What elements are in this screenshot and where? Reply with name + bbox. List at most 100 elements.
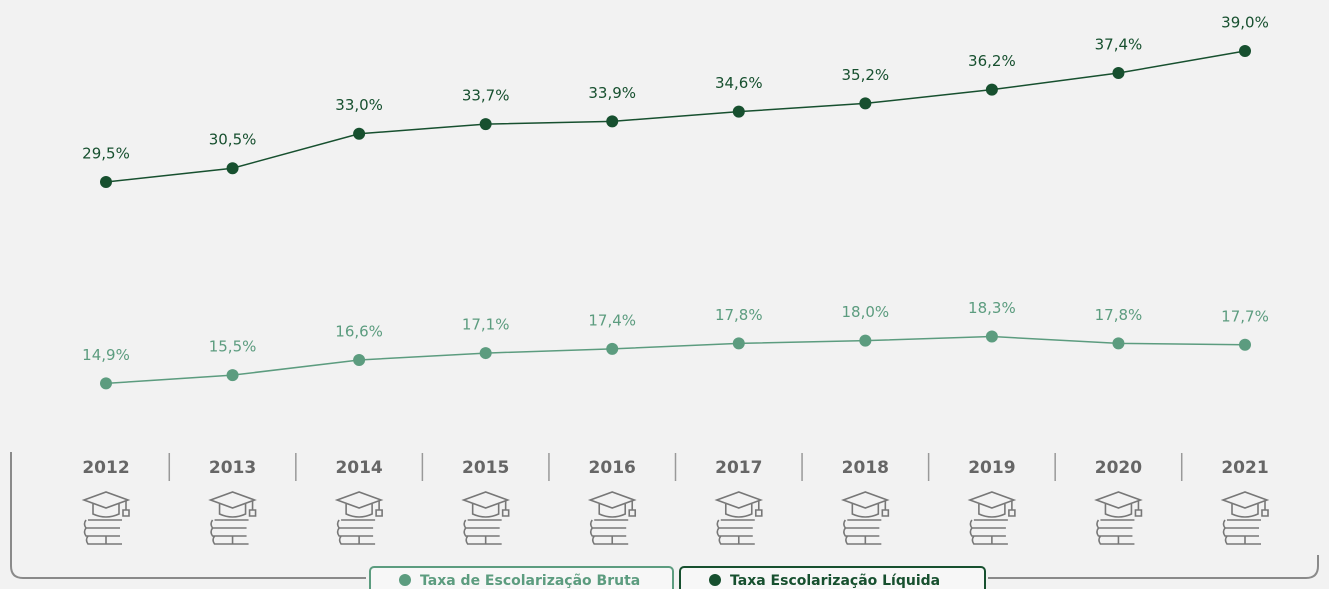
data-point (353, 353, 366, 366)
graduation-icon (1094, 491, 1143, 545)
series-line (105, 50, 1246, 183)
data-label: 33,0% (335, 96, 383, 114)
data-label: 30,5% (209, 131, 257, 149)
frame (10, 452, 1319, 579)
data-label: 18,0% (842, 303, 890, 321)
data-point (226, 369, 239, 382)
graduation-icon (208, 491, 257, 545)
graduation-icon (334, 491, 384, 545)
icon-books (843, 519, 882, 545)
data-point (606, 342, 619, 355)
x-tick-label: 2013 (209, 458, 256, 478)
icon-tassel (881, 501, 890, 517)
icon-books (969, 519, 1008, 545)
data-label: 15,5% (209, 338, 257, 356)
data-label: 17,4% (588, 311, 636, 329)
data-point (985, 83, 998, 96)
data-point (732, 337, 745, 350)
icon-cap-base (851, 504, 880, 518)
data-point (100, 176, 112, 189)
icon-cap-base (345, 504, 373, 518)
data-label: 18,3% (968, 299, 1016, 317)
series-line (105, 335, 1246, 385)
icon-books (716, 519, 755, 545)
icon-cap (461, 491, 511, 509)
icon-tassel (375, 501, 383, 517)
icon-tassel (628, 501, 637, 517)
icon-tassel (122, 501, 130, 517)
data-label: 33,9% (588, 84, 636, 102)
icon-cap-base (978, 504, 1006, 518)
data-label: 35,2% (842, 66, 890, 84)
data-point (606, 115, 619, 128)
icon-tassel (1261, 501, 1269, 517)
data-point (859, 334, 872, 347)
icon-cap-base (724, 504, 753, 518)
icon-tassel (1134, 501, 1143, 517)
data-point (1239, 44, 1251, 57)
data-point (226, 162, 239, 175)
graduation-icon (461, 491, 511, 545)
x-tick-label: 2014 (335, 458, 382, 478)
icon-cap (587, 491, 637, 509)
graduation-icon (587, 491, 637, 545)
data-point (1239, 338, 1251, 351)
icon-books (83, 519, 122, 545)
icon-books (336, 519, 376, 545)
data-point (1112, 67, 1125, 80)
legend-label: Taxa Escolarização Líquida (730, 573, 940, 589)
x-tick-label: 2012 (82, 458, 129, 478)
icon-cap (967, 491, 1017, 509)
data-label: 34,6% (715, 74, 763, 92)
x-tick-label: 2019 (968, 458, 1015, 478)
graduation-icon (81, 491, 131, 545)
x-tick-label: 2015 (462, 458, 509, 478)
data-label: 29,5% (82, 145, 130, 163)
icon-tassel (754, 501, 763, 517)
icon-cap-base (1104, 504, 1133, 518)
icon-cap (81, 491, 131, 509)
data-label: 16,6% (335, 322, 383, 340)
icon-cap-base (1231, 504, 1259, 518)
data-point (479, 118, 492, 131)
legend-marker (709, 574, 721, 586)
x-tick-label: 2016 (589, 458, 636, 478)
icon-cap-base (598, 504, 627, 518)
data-point (859, 97, 872, 110)
data-point (100, 377, 112, 390)
graduation-icon (714, 491, 764, 545)
data-point (985, 330, 998, 343)
data-label: 36,2% (968, 52, 1016, 70)
legend-label: Taxa de Escolarização Bruta (420, 573, 640, 589)
icon-cap-base (218, 504, 247, 518)
legend-marker (399, 574, 411, 586)
graduation-icon (840, 491, 890, 545)
data-point (732, 105, 745, 118)
icon-books (1222, 519, 1261, 545)
icon-books (210, 519, 249, 545)
icon-books (589, 519, 629, 545)
data-label: 17,1% (462, 316, 510, 334)
icon-cap-base (92, 504, 120, 518)
icon-tassel (501, 501, 510, 517)
icon-cap (840, 491, 890, 509)
data-label: 33,7% (462, 87, 510, 105)
data-label: 17,8% (1095, 306, 1143, 324)
data-point (353, 127, 366, 140)
icon-tassel (1008, 501, 1016, 517)
legend-box (679, 566, 986, 589)
legend-box (369, 566, 674, 589)
icon-cap (1220, 491, 1270, 509)
icon-cap (1094, 491, 1143, 509)
data-label: 37,4% (1095, 36, 1143, 54)
x-tick-label: 2017 (715, 458, 762, 478)
icon-books (463, 519, 502, 545)
icon-cap (208, 491, 257, 509)
data-label: 17,7% (1221, 307, 1269, 325)
data-label: 39,0% (1221, 13, 1269, 31)
x-tick-label: 2018 (842, 458, 889, 478)
icon-books (1096, 519, 1135, 545)
data-point (479, 347, 492, 360)
